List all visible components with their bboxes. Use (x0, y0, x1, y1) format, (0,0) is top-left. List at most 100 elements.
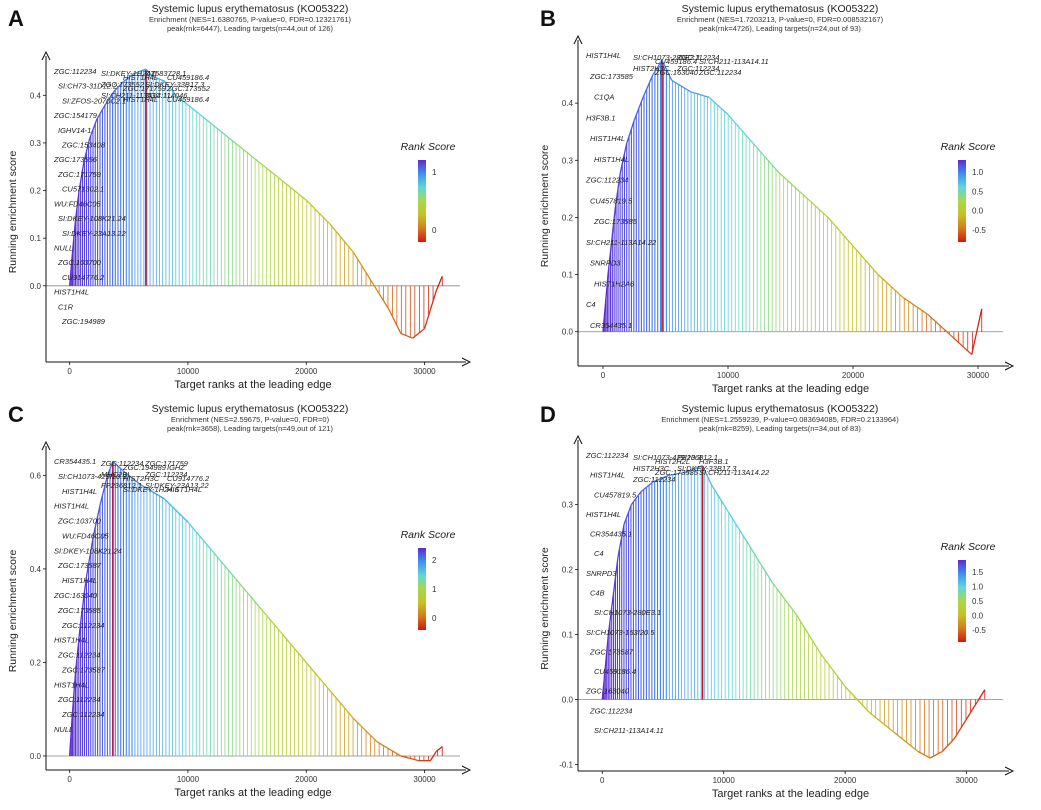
enrichment-curve-segment (163, 498, 189, 523)
enrichment-curve-segment (623, 504, 633, 525)
enrichment-curve-segment (400, 332, 413, 339)
enrichment-curve-segment (796, 614, 822, 655)
gene-label: SI:CH1073-280E3.1 (594, 608, 661, 617)
gene-label: HIST1H4L (586, 51, 621, 60)
gene-label: MHC2BL (101, 470, 131, 479)
gene-label: HIST1H4L (54, 502, 89, 511)
gene-label: C1R (58, 302, 74, 311)
enrichment-curve-segment (802, 194, 829, 218)
gene-label: SI:ZFOS-2070C2.1 (62, 96, 126, 105)
gene-label: IGHV14-1 (58, 126, 91, 135)
gene-label: SI:CH1073-153I20.5 (586, 628, 655, 637)
enrichment-curve-segment (617, 523, 625, 557)
enrichment-curve-segment (619, 143, 628, 172)
enrichment-curve-segment (234, 142, 260, 163)
gene-label: CU914776.2 (167, 474, 210, 483)
gene-label: FP236812.1 (101, 481, 142, 490)
enrichment-curve-segment (602, 303, 607, 332)
gene-label: HIST2H3C (123, 474, 160, 483)
enrichment-curve-segment (604, 634, 610, 674)
enrichment-curve-segment (133, 68, 147, 75)
gene-label: SI:DKEY-23A13.22 (145, 481, 209, 490)
legend-tick-label: 2 (432, 556, 437, 565)
enrichment-curve-segment (777, 171, 804, 196)
enrichment-curve-segment (400, 755, 419, 762)
enrichment-curve-segment (123, 73, 134, 82)
gene-label: HIST1H4L (62, 487, 97, 496)
y-tick-label: 0.3 (562, 156, 574, 165)
legend-tick-label: 1.5 (972, 568, 984, 577)
enrichment-curve-segment (977, 308, 983, 327)
y-tick-label: 0.2 (562, 213, 574, 222)
panel-title: Systemic lupus erythematosus (KO05322) (682, 3, 879, 15)
legend-tick-label: 0 (432, 226, 437, 235)
y-axis-arrow (41, 440, 51, 451)
gene-label: WU:FD46C05 (54, 199, 102, 208)
gene-label: ZGC:112234 (676, 53, 719, 62)
gene-label: SI:CH1073-429I10.3 (58, 472, 127, 481)
enrichment-curve-segment (122, 470, 142, 486)
enrichment-curve-segment (199, 113, 213, 125)
panel-a: A Systemic lupus erythematosus (KO05322)E… (7, 3, 472, 391)
y-axis-arrow (573, 434, 583, 445)
legend-tick-label: 1 (432, 585, 437, 594)
y-tick-label: -0.1 (559, 761, 573, 770)
gene-label: ZGC:163040 (654, 68, 699, 77)
enrichment-curve-segment (92, 503, 102, 537)
y-tick-label: 0.2 (30, 658, 42, 667)
enrichment-curve-segment (435, 746, 443, 752)
enrichment-curve-segment (329, 690, 355, 719)
panel-subtitle-2: peak(rnk=4726), Leading targets(n=24,out… (699, 24, 861, 33)
gene-label: SI:DKEY-1H24.6 (123, 485, 180, 494)
gene-label: C4 (594, 549, 604, 558)
x-axis-label: Target ranks at the leading edge (174, 787, 331, 799)
gene-label: ZGC:171759 (144, 459, 189, 468)
enrichment-curve-segment (187, 521, 213, 551)
gene-label: ZGC:112234 (676, 64, 719, 73)
gene-label: ZGC:112234 (585, 176, 628, 185)
enrichment-curve-segment (152, 75, 165, 82)
enrichment-curve-segment (927, 314, 954, 338)
enrichment-curve-segment (99, 475, 109, 504)
gene-label: ZGC:112234 (61, 710, 104, 719)
x-tick-label: 20000 (295, 775, 318, 784)
legend-tick-label: 0.5 (972, 187, 984, 196)
x-tick-label: 20000 (295, 367, 318, 376)
enrichment-curve-segment (893, 731, 919, 753)
x-tick-label: 20000 (842, 371, 865, 380)
gene-label: CR354435.1 (54, 457, 96, 466)
y-tick-label: 0.4 (30, 565, 42, 574)
x-tick-label: 0 (601, 371, 606, 380)
rank-score-legend: Rank Score 1.0 0.5 0.0 -0.5 (941, 141, 996, 242)
enrichment-curve-segment (626, 120, 635, 144)
legend-title: Rank Score (401, 141, 456, 153)
gene-label: HIST1H4L (123, 73, 158, 82)
gene-label: SI:CH211-113A14.22 (699, 468, 770, 477)
legend-tick-label: 0.5 (972, 597, 984, 606)
gene-label: ZGC:114046 (144, 91, 188, 100)
enrichment-curve-segment (376, 290, 390, 310)
enrichment-curve-segment (941, 738, 955, 752)
x-axis-label: Target ranks at the leading edge (712, 788, 869, 800)
gene-label: ZGC:173585 (589, 72, 634, 81)
y-tick-label: 0.2 (562, 566, 574, 575)
legend-title: Rank Score (941, 541, 996, 553)
enrichment-curve-segment (668, 471, 688, 476)
enrichment-curve-segment (388, 309, 402, 334)
panel-tag: A (8, 6, 24, 31)
enrichment-curve-segment (282, 633, 307, 663)
x-tick-label: 0 (67, 775, 72, 784)
enrichment-curve-segment (96, 104, 106, 120)
gene-label: ZGC:194989 (122, 463, 167, 472)
gene-label: ZGC:112234 (585, 451, 628, 460)
enrichment-curve-segment (604, 274, 609, 304)
x-tick-label: 10000 (177, 367, 200, 376)
y-tick-label: 0.0 (562, 696, 574, 705)
enrichment-curve-segment (929, 750, 943, 759)
gene-label: ZGC:173552 (100, 80, 145, 89)
legend-tick-label: 1.0 (972, 583, 984, 592)
gene-label: HIST2H3C (633, 464, 670, 473)
enrichment-curve-segment (820, 653, 846, 687)
enrichment-curve-segment (305, 199, 331, 225)
